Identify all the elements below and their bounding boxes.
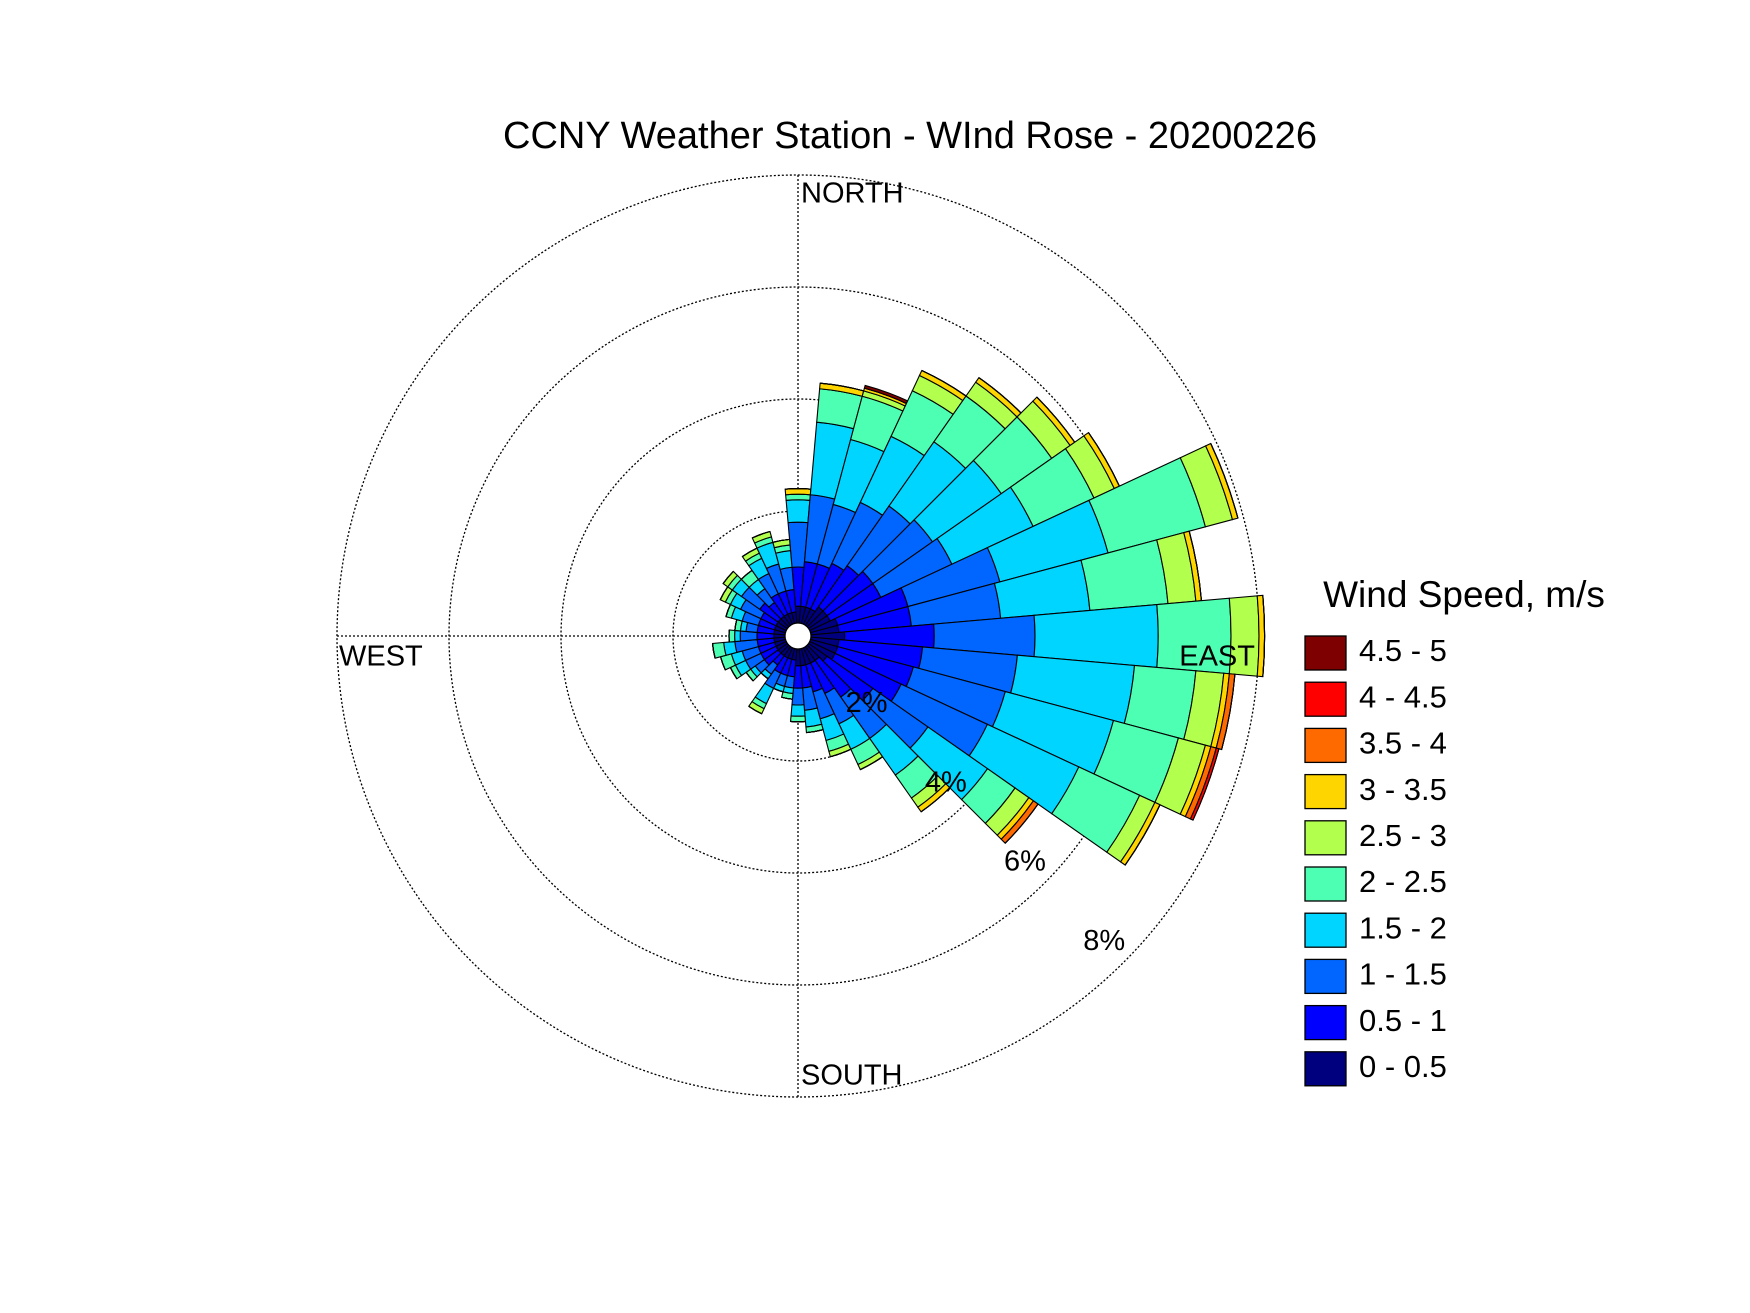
- legend-swatch: [1304, 773, 1347, 810]
- legend-title: Wind Speed, m/s: [1323, 574, 1605, 615]
- chart-title: CCNY Weather Station - WInd Rose - 20200…: [503, 115, 1317, 157]
- wedge: [790, 704, 806, 717]
- legend-label: 2.5 - 3: [1359, 818, 1447, 853]
- legend-label: 3 - 3.5: [1359, 772, 1447, 807]
- r-tick-label: 6%: [1004, 846, 1046, 878]
- legend-label: 4.5 - 5: [1359, 633, 1447, 668]
- wedge: [734, 629, 742, 643]
- legend-swatch: [1304, 1004, 1347, 1041]
- legend-swatch: [1304, 958, 1347, 995]
- legend-swatch: [1304, 727, 1347, 764]
- legend-label: 3.5 - 4: [1359, 726, 1447, 761]
- wedge: [711, 643, 716, 659]
- legend-label: 4 - 4.5: [1359, 679, 1447, 714]
- wedge: [1210, 443, 1239, 519]
- legend-swatch: [1304, 635, 1347, 671]
- direction-label: SOUTH: [801, 1060, 903, 1092]
- wedge: [728, 629, 736, 643]
- r-tick-label: 4%: [925, 766, 967, 798]
- r-tick-label: 8%: [1083, 925, 1125, 957]
- legend-label: 2 - 2.5: [1359, 864, 1447, 899]
- wedge: [784, 488, 812, 496]
- legend-swatch: [1304, 1051, 1347, 1087]
- legend-label: 1 - 1.5: [1359, 957, 1447, 992]
- wedge: [785, 493, 811, 501]
- legend-swatch: [1304, 866, 1347, 902]
- wedges: [711, 369, 1266, 866]
- wedge: [785, 488, 811, 490]
- wedge: [781, 696, 793, 700]
- wedge: [1221, 674, 1236, 750]
- wedge: [1192, 748, 1220, 821]
- r-tick-label: 2%: [846, 687, 888, 719]
- direction-label: EAST: [1179, 641, 1255, 673]
- wedge: [785, 499, 811, 524]
- direction-label: WEST: [339, 641, 423, 673]
- wedge: [722, 570, 734, 584]
- legend-label: 0.5 - 1: [1359, 1003, 1447, 1038]
- wedge: [789, 715, 807, 723]
- legend-swatch: [1304, 912, 1347, 948]
- legend-label: 1.5 - 2: [1359, 910, 1447, 945]
- legend-label: 0 - 0.5: [1359, 1049, 1447, 1084]
- legend-swatch: [1304, 820, 1347, 856]
- direction-label: NORTH: [801, 178, 904, 210]
- center-hole: [784, 622, 812, 650]
- wedge: [791, 687, 805, 706]
- wedge: [1124, 804, 1161, 866]
- legend-swatch: [1304, 681, 1347, 717]
